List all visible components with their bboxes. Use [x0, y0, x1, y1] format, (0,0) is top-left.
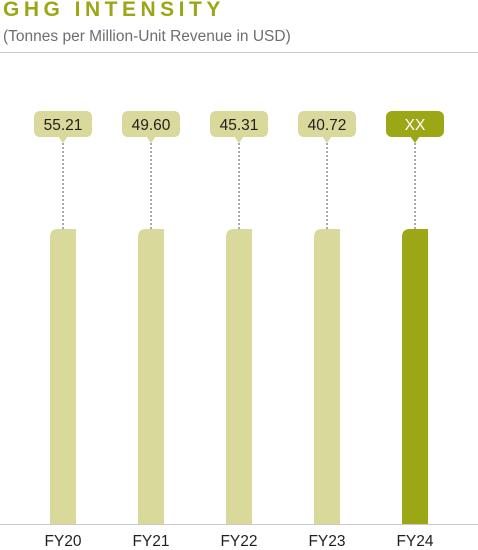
data-label-fy24: XX — [405, 117, 426, 134]
callout-pointer-fy20 — [58, 136, 68, 143]
x-tick-fy23: FY23 — [308, 533, 345, 550]
callout-box-fy24 — [386, 111, 444, 137]
callout-box-fy21 — [122, 111, 180, 137]
data-label-fy20: 55.21 — [44, 117, 83, 134]
data-label-fy21: 49.60 — [132, 117, 171, 134]
bar-fy22 — [226, 229, 252, 524]
x-tick-fy21: FY21 — [132, 533, 169, 550]
callout-box-fy20 — [34, 111, 92, 137]
x-tick-fy24: FY24 — [396, 533, 433, 550]
data-label-fy23: 40.72 — [308, 117, 347, 134]
callout-pointer-fy24 — [410, 136, 420, 143]
callout-box-fy23 — [298, 111, 356, 137]
callout-pointer-fy23 — [322, 136, 332, 143]
bar-fy21 — [138, 229, 164, 524]
chart-title: GHG INTENSITY — [3, 0, 225, 21]
bar-fy24 — [402, 229, 428, 524]
bar-fy20 — [50, 229, 76, 524]
x-tick-fy20: FY20 — [44, 533, 81, 550]
chart-subtitle: (Tonnes per Million-Unit Revenue in USD) — [3, 28, 291, 45]
bar-fy23 — [314, 229, 340, 524]
data-label-fy22: 45.31 — [220, 117, 259, 134]
x-tick-fy22: FY22 — [220, 533, 257, 550]
title-divider — [0, 52, 478, 53]
callout-pointer-fy21 — [146, 136, 156, 143]
callout-pointer-fy22 — [234, 136, 244, 143]
callout-box-fy22 — [210, 111, 268, 137]
